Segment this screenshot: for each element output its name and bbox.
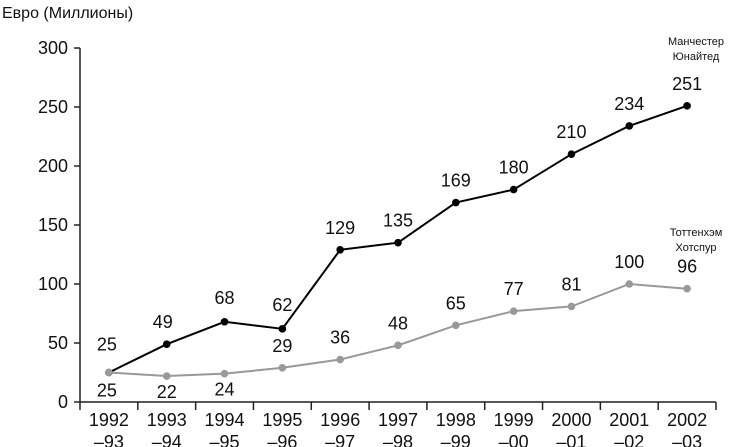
data-label: 25 — [97, 335, 117, 355]
x-tick-label: 1999 — [494, 410, 534, 430]
data-point — [278, 363, 287, 372]
data-label: 135 — [383, 211, 413, 231]
data-label: 169 — [441, 171, 471, 191]
x-tick-label-sub: –03 — [672, 432, 702, 447]
data-point — [162, 340, 171, 348]
data-point — [105, 368, 113, 377]
data-label: 129 — [325, 218, 355, 238]
x-tick-label: 1992 — [89, 410, 129, 430]
data-label: 24 — [215, 380, 235, 400]
data-label: 81 — [561, 274, 581, 294]
series-name-line-2: Юнайтед — [673, 51, 720, 63]
data-point — [509, 307, 518, 315]
x-tick-label-sub: –02 — [614, 432, 644, 447]
series-name-line-1: Манчестер — [668, 36, 724, 48]
data-label: 36 — [330, 328, 350, 348]
data-point — [567, 150, 576, 158]
data-label: 100 — [614, 252, 644, 272]
data-point — [394, 238, 402, 247]
series-name-line-1: Тоттенхэм — [670, 227, 723, 239]
x-tick-label-sub: –96 — [267, 432, 297, 447]
x-tick-label: 1993 — [147, 410, 187, 430]
y-tick-label: 250 — [38, 97, 68, 117]
data-point — [278, 325, 287, 333]
data-point — [452, 321, 460, 330]
data-label: 180 — [499, 158, 529, 178]
data-point — [220, 369, 229, 378]
data-label: 234 — [614, 94, 644, 114]
data-label: 77 — [504, 279, 524, 299]
data-point — [336, 355, 344, 364]
x-tick-label-sub: –00 — [499, 432, 529, 447]
axes: 0 50 100 150 200 250 300 1992 –93 1993 –94 1994 –95 1… — [38, 38, 717, 447]
data-label: 65 — [446, 293, 466, 313]
data-label: 96 — [677, 257, 697, 277]
y-tick-label: 100 — [38, 274, 68, 294]
data-label: 29 — [272, 336, 292, 356]
data-point — [394, 341, 402, 350]
data-point — [509, 185, 518, 194]
data-label: 62 — [272, 295, 292, 315]
y-tick-label: 200 — [38, 156, 68, 176]
data-point — [220, 317, 229, 326]
data-point — [452, 198, 460, 207]
x-tick-label-sub: –97 — [325, 432, 355, 447]
data-point — [683, 102, 691, 110]
data-point — [625, 280, 634, 288]
data-label: 22 — [157, 382, 177, 402]
series-layer: 25 49 68 62 129 135 169 180 210 234 251 Манчестер Юн… — [97, 36, 724, 402]
y-tick-label: 50 — [48, 333, 68, 353]
x-tick-label-sub: –95 — [210, 432, 240, 447]
series-2: 25 22 24 29 36 48 65 77 81 100 96 Тоттенхэм Хотспур — [97, 227, 722, 402]
x-tick-label: 1998 — [436, 410, 476, 430]
data-label: 48 — [388, 313, 408, 333]
x-tick-label: 2001 — [609, 410, 649, 430]
series-name-line-2: Хотспур — [676, 242, 717, 254]
x-tick-label: 2000 — [551, 410, 591, 430]
data-label: 68 — [215, 288, 235, 308]
data-label: 251 — [672, 74, 702, 94]
y-tick-label: 300 — [38, 38, 68, 58]
data-point — [625, 122, 634, 130]
data-point — [567, 302, 576, 311]
x-tick-label: 1997 — [378, 410, 418, 430]
x-tick-label-sub: –99 — [441, 432, 471, 447]
series-1: 25 49 68 62 129 135 169 180 210 234 251 Манчестер Юн… — [97, 36, 724, 377]
x-tick-label: 2002 — [667, 410, 707, 430]
data-label: 210 — [556, 122, 586, 142]
x-tick-label-sub: –93 — [94, 432, 124, 447]
y-tick-label: 150 — [38, 215, 68, 235]
x-tick-label-sub: –98 — [383, 432, 413, 447]
x-tick-label-sub: –94 — [152, 432, 182, 447]
x-tick-label: 1996 — [320, 410, 360, 430]
y-tick-label: 0 — [58, 392, 68, 412]
data-point — [162, 372, 171, 380]
x-tick-label-sub: –01 — [556, 432, 586, 447]
data-label: 49 — [153, 312, 173, 332]
data-point — [336, 245, 344, 254]
y-axis-title: Евро (Миллионы) — [2, 5, 133, 22]
x-tick-label: 1995 — [262, 410, 302, 430]
data-point — [683, 284, 691, 293]
x-tick-label: 1994 — [205, 410, 245, 430]
data-label: 25 — [97, 381, 117, 401]
